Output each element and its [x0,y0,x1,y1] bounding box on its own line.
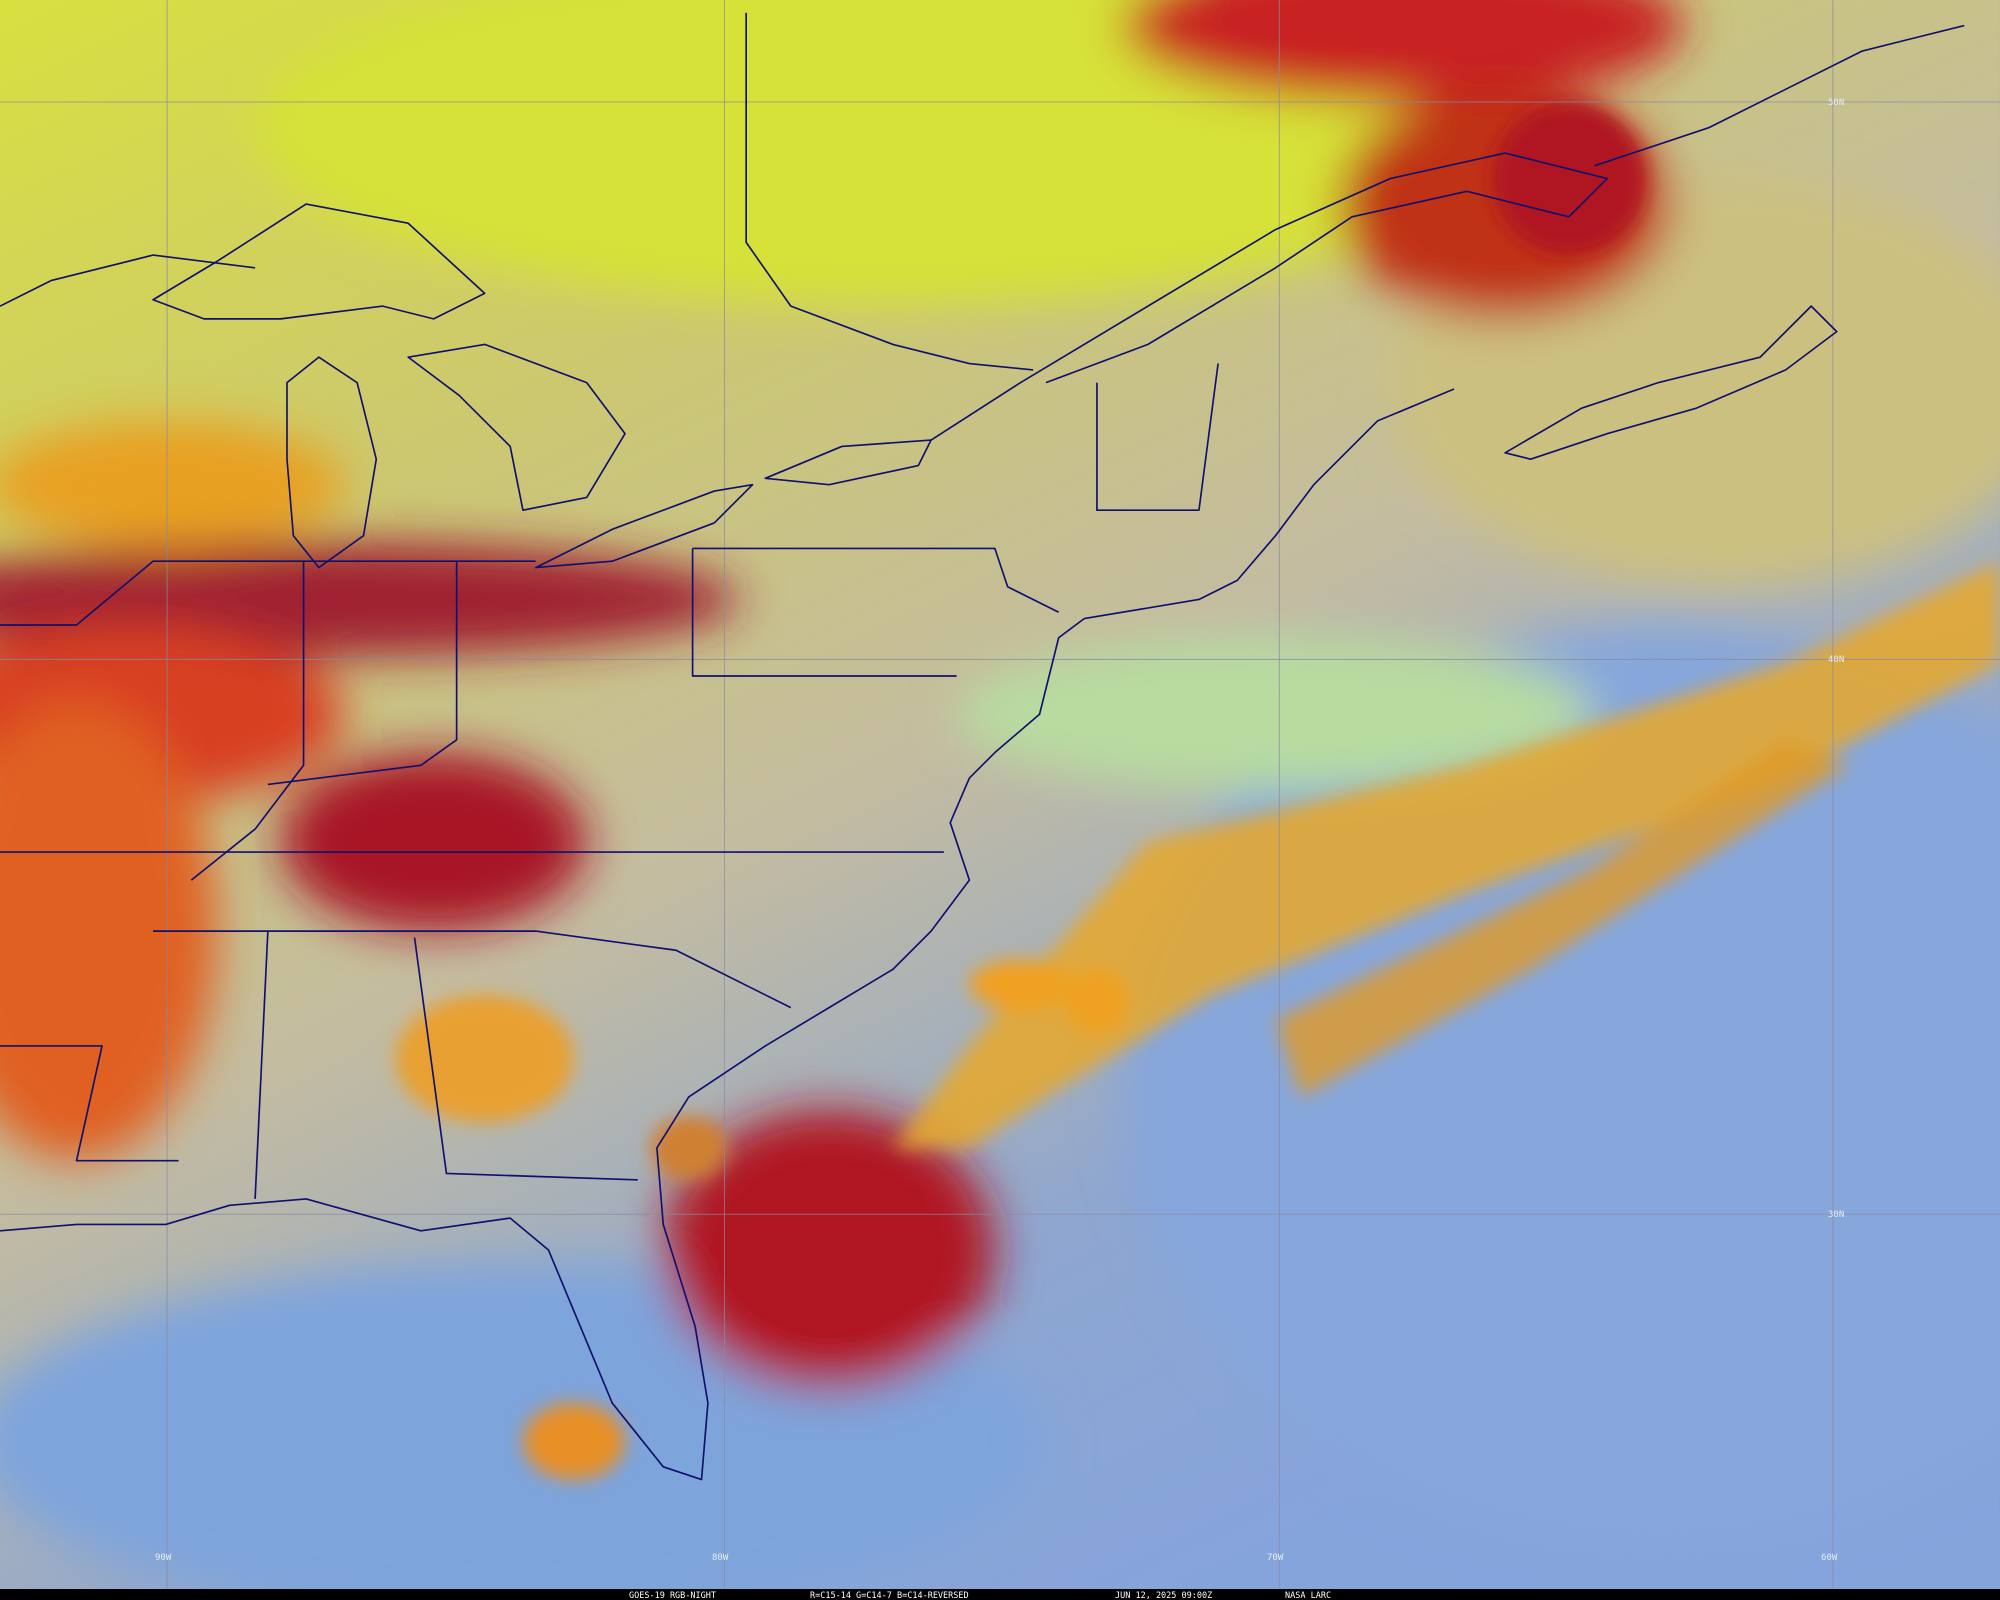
longitude-labels: 90W 80W 70W 60W [155,1553,1838,1563]
boundaries [0,12,1965,1481]
footer: GOES-19 RGB-NIGHT R=C15-14 G=C14-7 B=C14… [629,1591,1331,1600]
latitude-label: 50N [1828,98,1844,108]
cloud-bands [395,102,2000,1480]
latitude-label: 30N [1828,1210,1844,1220]
longitude-label: 90W [155,1553,172,1563]
longitude-label: 60W [1821,1553,1838,1563]
latitude-label: 40N [1828,655,1844,665]
footer-source: NASA LARC [1285,1591,1331,1600]
footer-bar [0,1589,2000,1600]
latitude-labels: 50N 40N 30N [1828,98,1844,1220]
longitude-label: 70W [1267,1553,1284,1563]
footer-channels: R=C15-14 G=C14-7 B=C14-REVERSED [810,1591,969,1600]
longitude-label: 80W [712,1553,729,1563]
footer-time: JUN 12, 2025 09:00Z [1115,1591,1212,1600]
footer-product: GOES-19 RGB-NIGHT [629,1591,716,1600]
